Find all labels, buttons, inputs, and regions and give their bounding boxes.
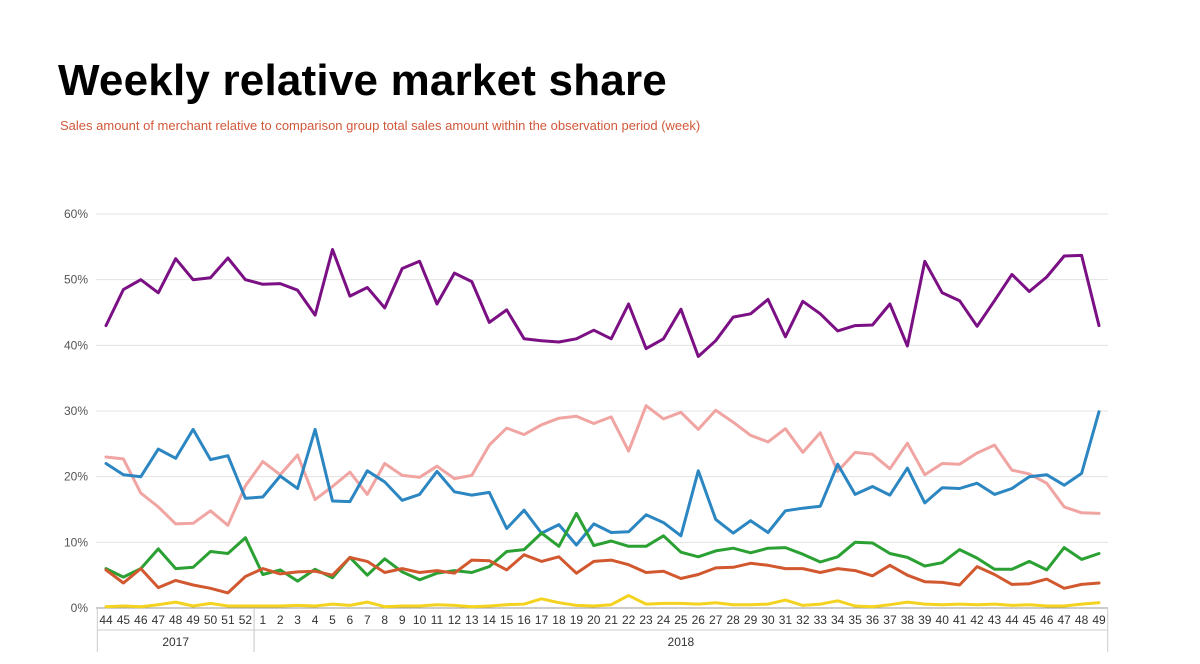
series-line-1 (104, 248, 1101, 358)
x-tick-label: 32 (796, 613, 810, 627)
x-tick-label: 7 (364, 613, 371, 627)
series-line-5 (104, 553, 1101, 595)
y-tick-label: 0% (71, 601, 89, 615)
x-tick-label: 37 (883, 613, 897, 627)
x-tick-label: 18 (552, 613, 566, 627)
grid-lines (96, 213, 1108, 609)
x-tick-label: 13 (465, 613, 479, 627)
x-tick-label: 49 (1092, 613, 1106, 627)
x-tick-label: 49 (186, 613, 200, 627)
year-label: 2017 (162, 635, 189, 649)
x-tick-label: 17 (535, 613, 549, 627)
x-tick-label: 39 (918, 613, 932, 627)
x-tick-label: 4 (312, 613, 319, 627)
x-tick-label: 19 (570, 613, 584, 627)
chart-title: Weekly relative market share (58, 56, 667, 105)
x-tick-label: 29 (744, 613, 758, 627)
x-tick-label: 46 (1040, 613, 1054, 627)
y-tick-label: 50% (64, 273, 88, 287)
x-tick-label: 1 (259, 613, 266, 627)
x-tick-label: 51 (221, 613, 235, 627)
x-tick-label: 44 (1005, 613, 1019, 627)
x-tick-label: 44 (99, 613, 113, 627)
series-line-2 (104, 404, 1101, 527)
x-tick-label: 26 (692, 613, 706, 627)
x-tick-label: 46 (134, 613, 148, 627)
y-axis: 0% 10% 20% 30% 40% 50% 60% (64, 207, 88, 615)
x-tick-label: 25 (674, 613, 688, 627)
x-tick-label: 33 (814, 613, 828, 627)
x-tick-label: 16 (517, 613, 531, 627)
x-tick-label: 50 (204, 613, 218, 627)
x-tick-label: 45 (117, 613, 131, 627)
x-tick-label: 3 (294, 613, 301, 627)
x-tick-label: 8 (381, 613, 388, 627)
x-tick-label: 2 (277, 613, 284, 627)
x-tick-label: 11 (431, 613, 444, 627)
x-tick-label: 10 (413, 613, 427, 627)
x-tick-label: 5 (329, 613, 336, 627)
x-tick-label: 14 (483, 613, 497, 627)
x-tick-label: 22 (622, 613, 636, 627)
x-tick-label: 48 (1075, 613, 1089, 627)
x-tick-label: 21 (605, 613, 619, 627)
x-tick-label: 40 (936, 613, 950, 627)
series-line-6 (104, 594, 1101, 609)
x-tick-label: 27 (709, 613, 723, 627)
x-tick-label: 15 (500, 613, 514, 627)
x-axis: 44 45 46 47 48 49 50 51 52 1 2 3 4 5 6 7 8 9 10 11 12 13 14 15 1… (96, 609, 1109, 652)
y-tick-label: 20% (64, 470, 88, 484)
x-tick-label: 34 (831, 613, 845, 627)
series-line-3 (104, 410, 1101, 547)
y-tick-label: 60% (64, 207, 88, 221)
x-tick-label: 47 (152, 613, 166, 627)
x-tick-label: 31 (779, 613, 793, 627)
x-tick-label: 9 (399, 613, 406, 627)
x-tick-label: 30 (761, 613, 775, 627)
year-label: 2018 (668, 635, 695, 649)
x-tick-label: 20 (587, 613, 601, 627)
x-tick-label: 38 (901, 613, 915, 627)
x-tick-label: 23 (639, 613, 653, 627)
x-tick-label: 48 (169, 613, 183, 627)
series-lines (104, 248, 1101, 609)
x-tick-label: 28 (726, 613, 740, 627)
x-tick-label: 52 (239, 613, 253, 627)
y-tick-label: 40% (64, 338, 88, 352)
x-tick-label: 47 (1057, 613, 1071, 627)
x-tick-label: 35 (848, 613, 862, 627)
x-tick-label: 41 (953, 613, 967, 627)
y-tick-label: 10% (64, 535, 88, 549)
x-tick-label: 43 (988, 613, 1002, 627)
x-tick-label: 42 (970, 613, 984, 627)
x-tick-label: 36 (866, 613, 880, 627)
x-tick-label: 24 (657, 613, 671, 627)
chart-subtitle: Sales amount of merchant relative to com… (60, 118, 701, 133)
x-tick-label: 45 (1023, 613, 1037, 627)
y-tick-label: 30% (64, 404, 88, 418)
x-tick-label: 12 (448, 613, 462, 627)
x-tick-label: 6 (347, 613, 354, 627)
